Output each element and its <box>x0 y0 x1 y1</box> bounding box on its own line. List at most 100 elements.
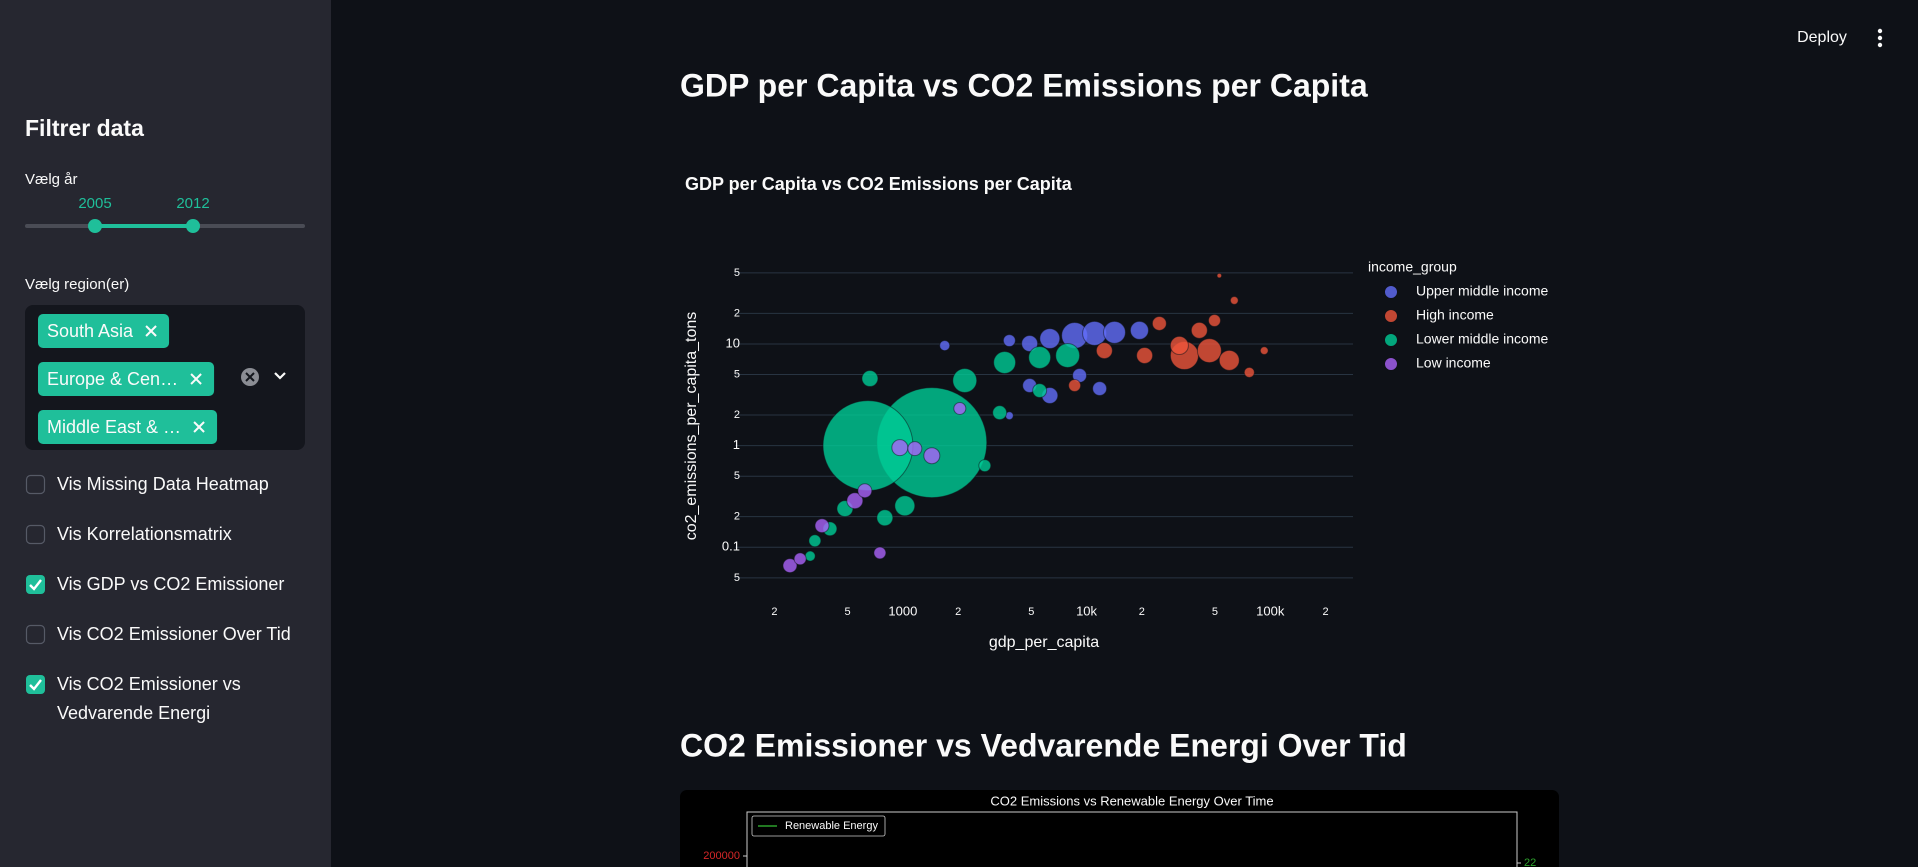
bubble <box>1055 343 1081 368</box>
bubble <box>1002 334 1016 348</box>
bubble <box>993 351 1017 374</box>
y-tick-label: 5 <box>734 470 740 482</box>
x-tick-label: 2 <box>1323 606 1329 618</box>
checkbox-tick <box>29 579 42 591</box>
bubble <box>1092 381 1108 397</box>
tag[interactable]: South Asia <box>38 314 170 348</box>
checkbox-tick <box>29 679 42 691</box>
y-tick-label: 5 <box>734 572 740 584</box>
menu-dot <box>1877 35 1883 41</box>
x-tick-label: 5 <box>844 606 850 618</box>
tag-remove[interactable] <box>193 421 205 433</box>
bubble <box>1190 321 1208 339</box>
legend-swatch <box>1384 309 1398 323</box>
bubble <box>1129 320 1149 340</box>
section-heading: GDP per Capita vs CO2 Emissions per Capi… <box>680 67 1368 103</box>
x-tick-label: 5 <box>1028 606 1034 618</box>
checkbox[interactable]: Vis Korrelationsmatrix <box>25 520 308 584</box>
tag-background <box>38 314 170 348</box>
bubble <box>1229 296 1239 305</box>
checkbox-label-box: Vis GDP vs CO2 Emissioner <box>57 574 284 594</box>
deploy-button[interactable]: Deploy <box>1797 29 1847 46</box>
y-tick-label: 10 <box>726 335 740 350</box>
sidebar-title: Filtrer data <box>25 115 144 141</box>
bubble <box>1032 383 1048 399</box>
checkbox[interactable]: Vis GDP vs CO2 Emissioner <box>26 570 307 634</box>
bubble <box>1028 346 1052 369</box>
checkbox[interactable]: Vis Missing Data Heatmap <box>25 470 308 534</box>
checkbox-label-box: Vis Missing Data Heatmap <box>57 474 269 494</box>
x-tick-label: 2 <box>771 606 777 618</box>
checkbox-box <box>26 575 45 594</box>
y-tick-label: 0.1 <box>722 539 740 554</box>
x-tick-label: 5 <box>1212 606 1218 618</box>
x-tick-label: 100k <box>1256 603 1285 618</box>
x-tick-label: 2 <box>955 606 961 618</box>
x-tick-label: 1000 <box>888 603 917 618</box>
tag-label: Middle East & … <box>47 417 181 437</box>
tag[interactable]: Europe & Cen… <box>38 362 215 396</box>
bubble <box>1169 335 1189 356</box>
bubble <box>894 495 916 517</box>
y-tick-label: 5 <box>734 267 740 279</box>
bubble <box>1103 320 1126 344</box>
checkbox-label-box: Vis CO2 Emissioner Over Tid <box>57 624 291 644</box>
bubble <box>793 552 807 566</box>
bubble <box>876 509 894 527</box>
legend-label: High income <box>1416 307 1494 323</box>
checkbox[interactable]: Vis CO2 Emissioner Over Tid <box>25 620 308 684</box>
tag-remove[interactable] <box>190 373 202 385</box>
clear-button[interactable] <box>241 368 259 386</box>
bubble <box>873 546 887 560</box>
slider-handle[interactable] <box>186 219 200 233</box>
x-axis-title: gdp_per_capita <box>989 634 1099 651</box>
legend-swatch <box>1384 333 1398 347</box>
menu-dot <box>1877 28 1883 34</box>
bubble <box>857 483 873 499</box>
slider-range <box>95 224 193 228</box>
slider-handle[interactable] <box>88 219 102 233</box>
bubble <box>1259 346 1269 356</box>
bubble <box>814 518 830 534</box>
chart-title: CO2 Emissions vs Renewable Energy Over T… <box>990 793 1273 808</box>
legend-swatch <box>1384 285 1398 299</box>
y-tick-label: 200000 <box>703 850 740 862</box>
slider-label: Vælg år <box>25 171 78 188</box>
bubble <box>1151 316 1167 331</box>
legend-label: Low income <box>1416 355 1491 371</box>
tag-remove[interactable] <box>145 325 157 337</box>
plot-frame <box>746 811 1518 867</box>
checkbox-box <box>25 524 46 545</box>
checkbox-box <box>25 474 46 495</box>
tag[interactable]: Middle East & … <box>38 410 218 444</box>
bubble <box>992 405 1008 421</box>
checkbox-label-box: Vis Korrelationsmatrix <box>57 524 232 544</box>
legend-label: Upper middle income <box>1416 283 1548 299</box>
y-axis-title: co2_emissions_per_capita_tons <box>683 312 700 541</box>
section-heading: CO2 Emissioner vs Vedvarende Energi Over… <box>680 727 1407 763</box>
legend-swatch <box>1384 357 1398 371</box>
clear-x <box>245 372 255 382</box>
x-tick-label: 10k <box>1076 603 1097 618</box>
tag-label: South Asia <box>47 321 134 341</box>
bubble <box>953 401 967 415</box>
bubble <box>1068 379 1082 393</box>
tag-background <box>38 362 215 396</box>
bubble <box>907 441 923 457</box>
menu-button[interactable] <box>1877 28 1883 48</box>
bubble <box>1095 342 1113 360</box>
menu-dot <box>1877 42 1883 48</box>
legend-label: Renewable Energy <box>785 820 878 832</box>
dropdown-chevron[interactable] <box>274 372 286 380</box>
y2-tick-label: 22 <box>1524 857 1536 867</box>
y-tick-label: 1 <box>733 437 740 452</box>
y-tick-label: 2 <box>734 409 740 421</box>
checkbox[interactable]: Vis CO2 Emissioner vs Vedvarende Energi <box>26 670 307 734</box>
legend-box <box>751 815 886 837</box>
bubble <box>1021 335 1039 353</box>
bubble <box>1136 346 1154 364</box>
slider-value: 2012 <box>176 195 209 212</box>
checkbox-box <box>25 624 46 645</box>
